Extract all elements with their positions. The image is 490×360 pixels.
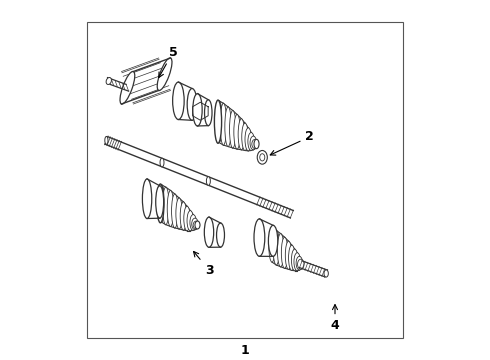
Ellipse shape	[187, 89, 197, 120]
Ellipse shape	[106, 77, 111, 85]
Ellipse shape	[257, 150, 268, 164]
Bar	[87, 22, 403, 338]
Text: 1: 1	[241, 345, 249, 357]
Ellipse shape	[195, 221, 200, 229]
Ellipse shape	[105, 136, 108, 144]
Text: 2: 2	[270, 130, 314, 155]
Ellipse shape	[143, 179, 152, 219]
Ellipse shape	[238, 119, 245, 150]
Ellipse shape	[172, 82, 184, 120]
Text: 5: 5	[159, 46, 177, 77]
Ellipse shape	[250, 136, 257, 150]
Ellipse shape	[254, 219, 265, 256]
Ellipse shape	[289, 245, 295, 270]
Ellipse shape	[229, 111, 236, 148]
Ellipse shape	[204, 100, 212, 126]
Ellipse shape	[190, 215, 196, 230]
Ellipse shape	[225, 107, 231, 147]
Ellipse shape	[273, 230, 280, 265]
Ellipse shape	[172, 194, 178, 228]
Ellipse shape	[297, 259, 304, 269]
Ellipse shape	[281, 237, 288, 268]
Ellipse shape	[157, 58, 172, 91]
Text: 3: 3	[194, 252, 213, 276]
Ellipse shape	[252, 139, 258, 149]
Ellipse shape	[277, 234, 284, 267]
Ellipse shape	[204, 217, 214, 247]
Ellipse shape	[269, 228, 275, 262]
Ellipse shape	[245, 128, 251, 151]
Ellipse shape	[193, 221, 199, 229]
Ellipse shape	[324, 270, 328, 277]
Ellipse shape	[254, 139, 259, 149]
Ellipse shape	[160, 158, 164, 167]
Ellipse shape	[120, 71, 135, 104]
Ellipse shape	[163, 187, 169, 225]
Text: 4: 4	[331, 305, 340, 332]
Ellipse shape	[242, 123, 248, 150]
Ellipse shape	[248, 132, 254, 150]
Ellipse shape	[269, 225, 278, 256]
Ellipse shape	[192, 218, 198, 230]
Ellipse shape	[193, 94, 202, 126]
Ellipse shape	[215, 100, 221, 143]
Ellipse shape	[157, 184, 164, 223]
Ellipse shape	[292, 249, 298, 271]
Ellipse shape	[184, 206, 190, 231]
Ellipse shape	[294, 253, 300, 271]
Ellipse shape	[167, 190, 174, 226]
Ellipse shape	[156, 186, 164, 218]
Ellipse shape	[158, 185, 165, 222]
Ellipse shape	[220, 103, 227, 145]
Ellipse shape	[296, 256, 303, 270]
Ellipse shape	[187, 211, 194, 231]
Ellipse shape	[217, 223, 224, 247]
Ellipse shape	[206, 177, 210, 185]
Ellipse shape	[285, 241, 292, 269]
Ellipse shape	[176, 198, 182, 229]
Ellipse shape	[216, 101, 222, 143]
Ellipse shape	[180, 202, 187, 230]
Ellipse shape	[234, 114, 240, 149]
Ellipse shape	[260, 154, 265, 161]
